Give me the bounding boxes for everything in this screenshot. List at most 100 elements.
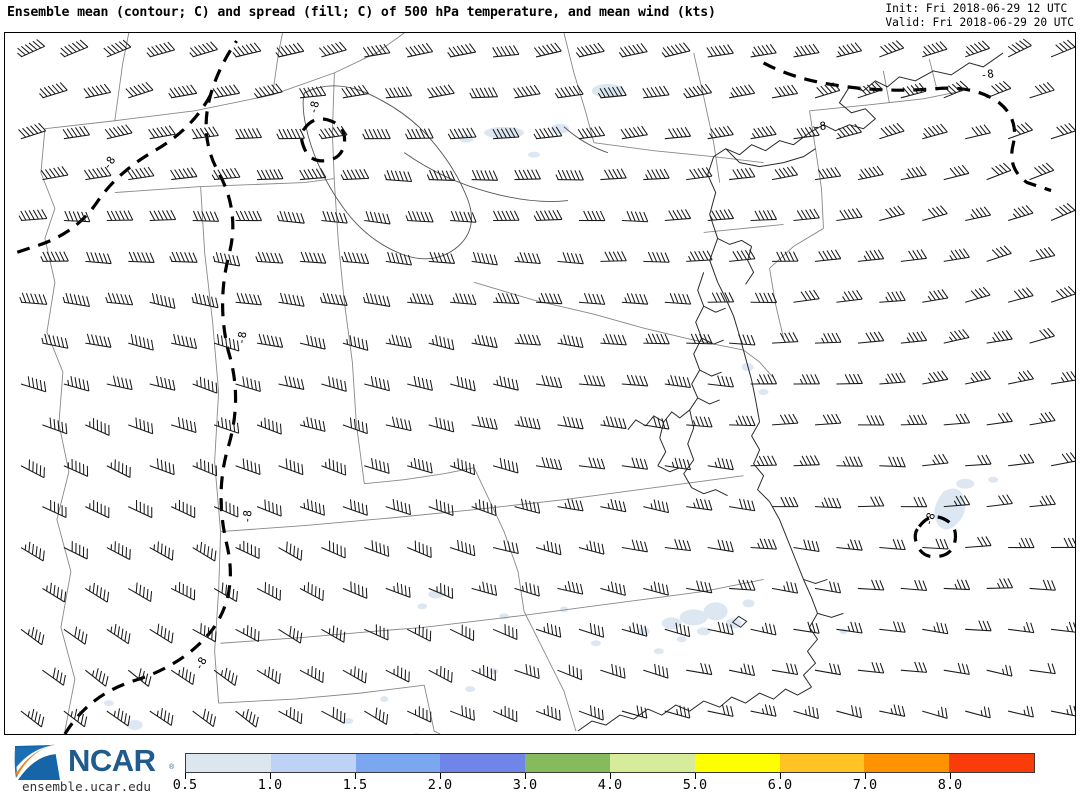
wind-barb (922, 706, 948, 719)
wind-barb (1050, 621, 1075, 633)
wind-barb (686, 167, 713, 181)
wind-barb (1050, 285, 1075, 303)
wind-barb (364, 540, 390, 557)
wind-barb (321, 210, 348, 224)
wind-barb (106, 375, 133, 391)
contour-label: -8 (235, 331, 250, 346)
wind-barb (170, 167, 198, 181)
wind-barb (471, 665, 496, 682)
wind-barb (600, 581, 626, 596)
wind-barb (364, 624, 389, 641)
wind-barb (493, 210, 520, 221)
wind-barb (814, 662, 842, 676)
wind-barb (683, 83, 713, 99)
wind-barb (253, 83, 283, 99)
wind-barb (879, 205, 905, 221)
ncar-logo[interactable]: NCAR ® ensemble.ucar.edu (6, 742, 176, 794)
wind-barb (771, 166, 799, 181)
colorbar-segment (525, 754, 610, 772)
wind-barb (450, 539, 476, 557)
wind-barb (514, 252, 541, 265)
wind-barb (1007, 287, 1034, 303)
wind-barb (729, 334, 756, 346)
wind-barb (643, 416, 670, 430)
wind-barb (428, 666, 453, 683)
wind-barb (578, 293, 606, 305)
wind-barb (707, 375, 734, 388)
wind-barb (321, 458, 347, 476)
wind-barb (965, 620, 992, 632)
wind-barb (750, 125, 777, 140)
wind-barb (127, 668, 152, 687)
wind-barb (428, 416, 455, 433)
wind-barb (943, 495, 971, 508)
wind-barb (363, 292, 391, 307)
wind-barb (321, 376, 347, 392)
wind-barb (428, 499, 454, 516)
wind-barb (278, 625, 303, 644)
wind-barb (729, 84, 756, 99)
wind-barb (900, 496, 928, 508)
wind-barb (192, 376, 218, 394)
wind-barb (148, 125, 176, 140)
wind-barb (533, 42, 562, 58)
wind-barb (1029, 162, 1055, 181)
wind-barb (857, 496, 885, 508)
wind-barb (212, 251, 241, 267)
wind-barb (535, 375, 563, 389)
wind-barb (557, 581, 584, 595)
wind-barb (407, 375, 433, 391)
wind-barb (63, 708, 88, 728)
colorbar-tick-label: 3.0 (512, 777, 538, 793)
colorbar[interactable]: 0.5 1.0 1.5 2.0 3.0 4.0 5.0 6.0 7.0 8.0 (173, 753, 1035, 797)
wind-barb (471, 334, 498, 349)
wind-barb (836, 207, 863, 221)
wind-barb (276, 128, 305, 140)
wind-barb (557, 334, 584, 349)
wind-barb (965, 536, 992, 549)
wind-barb (922, 41, 948, 58)
wind-barb (213, 334, 240, 352)
wind-barb (125, 81, 154, 99)
wind-barb (836, 373, 863, 385)
wind-barb (900, 166, 927, 181)
contour-label: -8 (980, 67, 995, 82)
colorbar-segment (694, 754, 780, 772)
wind-barb (535, 540, 562, 556)
wind-barb (40, 251, 69, 262)
wind-barb (986, 80, 1012, 99)
wind-barb (62, 292, 90, 308)
wind-barb (771, 581, 799, 594)
wind-barb (447, 43, 477, 58)
wind-barb (192, 210, 220, 222)
wind-barb (857, 249, 885, 262)
wind-barb (405, 128, 434, 140)
wind-barb (1050, 203, 1075, 221)
wind-barb (106, 459, 131, 478)
wind-barb (385, 251, 412, 266)
wind-barb (577, 126, 606, 140)
colorbar-tick (440, 773, 441, 779)
colorbar-tick-label: 6.0 (767, 777, 793, 793)
wind-barb (255, 251, 284, 264)
colorbar-tick (780, 773, 781, 779)
wind-barb (686, 498, 713, 511)
wind-barb (836, 123, 862, 140)
wind-barb (900, 661, 928, 673)
wind-barb (342, 417, 368, 435)
wind-barb (578, 210, 606, 222)
wind-barb (299, 251, 327, 264)
wind-barb (643, 499, 670, 514)
weather-map-panel[interactable]: -8 -8 -8 -8 -8 -8 -8 -8 (4, 32, 1076, 735)
wind-barb (192, 708, 217, 728)
wind-barb (171, 333, 198, 350)
contour-label: -8 (192, 655, 210, 673)
wind-barb (533, 126, 563, 140)
wind-barb (149, 623, 174, 644)
wind-barb (965, 40, 991, 58)
colorbar-tick-label: 4.0 (597, 777, 623, 793)
wind-barb (943, 328, 970, 344)
colorbar-tick (695, 773, 696, 779)
colorbar-segment (186, 754, 271, 772)
wind-barb (276, 210, 305, 224)
